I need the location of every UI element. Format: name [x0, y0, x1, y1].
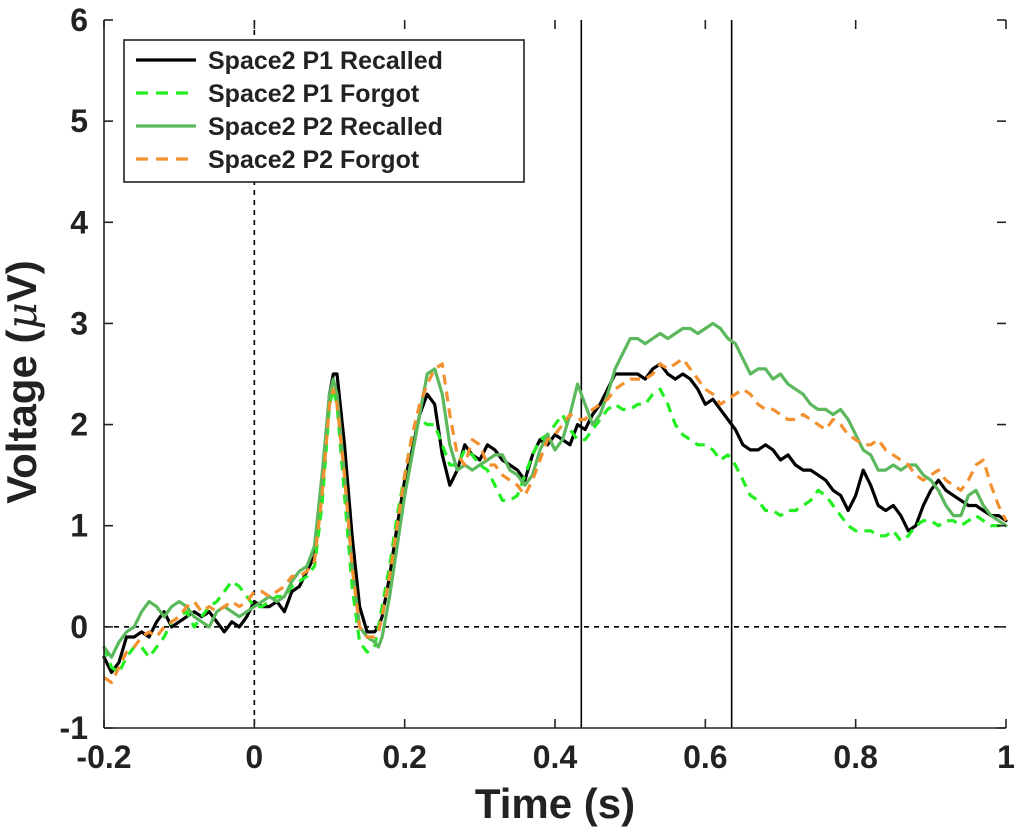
y-tick-label-0: -1 [60, 710, 88, 746]
y-tick-label-1: 0 [70, 609, 88, 645]
legend-box [123, 39, 525, 183]
x-axis-title: Time (s) [475, 780, 635, 827]
y-axis-title-mu: μ [0, 302, 46, 329]
axes [103, 19, 1007, 729]
legend-label-0: Space2 P1 Recalled [208, 47, 443, 75]
x-tick-label-6: 1 [997, 739, 1015, 775]
series-line-2 [102, 321, 1008, 659]
reference-lines [104, 20, 1006, 728]
y-tick-label-6: 5 [70, 103, 88, 139]
y-tick-label-4: 3 [70, 305, 88, 341]
y-axis-title: Voltage (μV) [0, 260, 46, 504]
y-tick-label-3: 2 [70, 407, 88, 443]
y-axis-title-suffix: V) [0, 260, 45, 302]
y-tick-label-7: 6 [70, 2, 88, 38]
legend-label-3: Space2 P2 Forgot [208, 146, 420, 174]
y-tick-label-2: 1 [70, 508, 88, 544]
legend-label-2: Space2 P2 Recalled [208, 113, 443, 141]
x-tick-label-4: 0.6 [683, 739, 727, 775]
legend: Space2 P1 Recalled Space2 P1 Forgot Space2… [123, 39, 525, 183]
y-tick-label-5: 4 [70, 204, 88, 240]
y-axis-title-prefix: Voltage ( [0, 330, 45, 504]
x-tick-label-1: 0 [245, 739, 263, 775]
x-tick-label-3: 0.4 [533, 739, 578, 775]
axis-titles: Time (s) Voltage (μV) [0, 260, 635, 827]
series-layer [102, 321, 1008, 685]
series-line-3 [103, 357, 1008, 685]
x-tick-label-2: 0.2 [382, 739, 426, 775]
x-tick-label-5: 0.8 [833, 739, 877, 775]
tick-labels: -0.2 0 0.2 0.4 0.6 0.8 1 -1 0 1 2 3 4 5 6 [60, 2, 1015, 775]
x-tick-label-0: -0.2 [76, 739, 131, 775]
legend-label-1: Space2 P1 Forgot [208, 80, 420, 108]
